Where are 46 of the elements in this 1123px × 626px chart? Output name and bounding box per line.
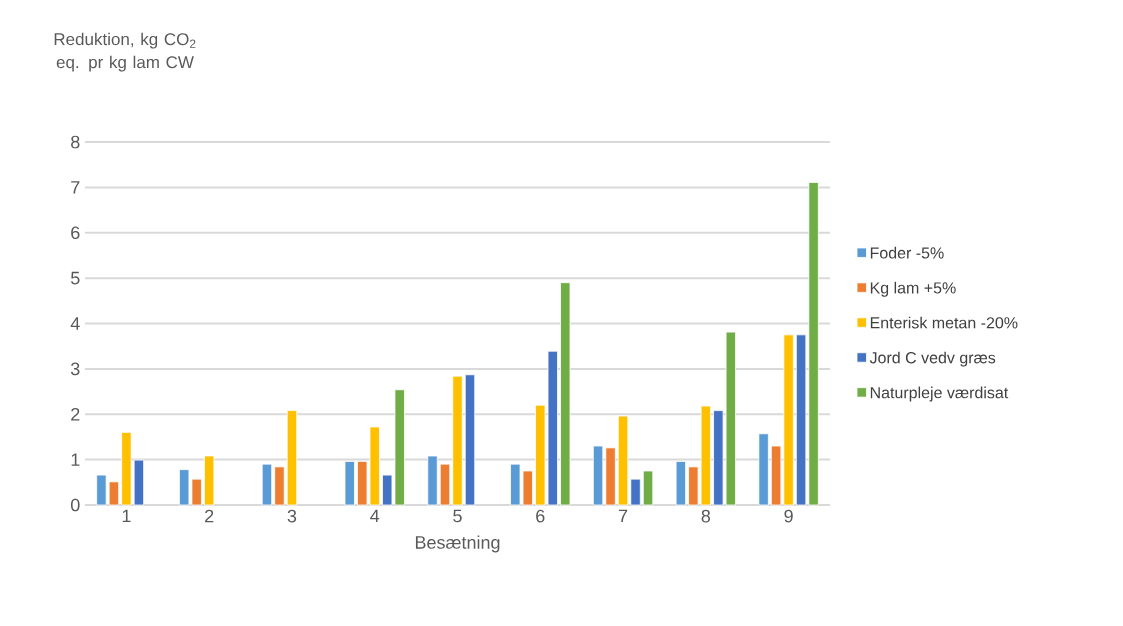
bar xyxy=(560,282,571,506)
x-tick-label: 1 xyxy=(122,509,131,523)
x-tick-label: 6 xyxy=(536,509,545,523)
bar xyxy=(758,433,769,506)
bar xyxy=(605,447,616,506)
bar xyxy=(617,415,629,506)
bar xyxy=(274,466,285,506)
x-tick-label: 3 xyxy=(287,509,297,523)
y-tick-label: 6 xyxy=(71,226,80,240)
bar xyxy=(204,455,215,506)
bar xyxy=(286,410,298,506)
x-tick-label: 5 xyxy=(453,509,462,523)
bar xyxy=(108,481,120,506)
x-axis-title: Besætning xyxy=(415,535,500,553)
legend-label: Foder -5% xyxy=(870,246,944,259)
y-tick-label: 7 xyxy=(71,181,80,194)
legend-label: Jord C vedv græs xyxy=(869,351,996,367)
y-tick-label: 5 xyxy=(71,271,80,285)
bar xyxy=(795,334,807,506)
y-tick-label: 4 xyxy=(70,317,80,330)
legend-label: Kg lam +5% xyxy=(870,281,956,297)
y-tick-label: 1 xyxy=(71,453,80,466)
x-tick-label: 2 xyxy=(205,509,214,523)
y-axis-title: Reduktion, kg CO$_{2}$ eq. pr kg lam CW xyxy=(54,32,196,72)
y-tick-label: 3 xyxy=(70,362,80,376)
bar xyxy=(642,470,654,506)
x-tick-label: 7 xyxy=(618,509,628,523)
bar xyxy=(808,181,819,506)
bar xyxy=(592,445,604,506)
bar xyxy=(427,455,438,506)
bar xyxy=(261,463,273,506)
y-tick-label: 8 xyxy=(71,135,80,149)
bar xyxy=(675,461,686,506)
legend-label: Naturpleje værdisat xyxy=(870,386,1009,402)
y-tick-label: 2 xyxy=(71,407,80,421)
bar xyxy=(96,474,107,506)
x-tick-label: 9 xyxy=(784,509,793,523)
legend-label: Enterisk metan -20% xyxy=(870,316,1018,329)
bar xyxy=(344,461,355,506)
bar xyxy=(452,375,463,506)
bar xyxy=(630,478,641,506)
x-tick-label: 4 xyxy=(370,509,380,523)
y-tick-label: 0 xyxy=(71,498,80,512)
bar xyxy=(464,374,476,506)
x-tick-label: 8 xyxy=(701,509,711,523)
bar xyxy=(439,463,451,506)
